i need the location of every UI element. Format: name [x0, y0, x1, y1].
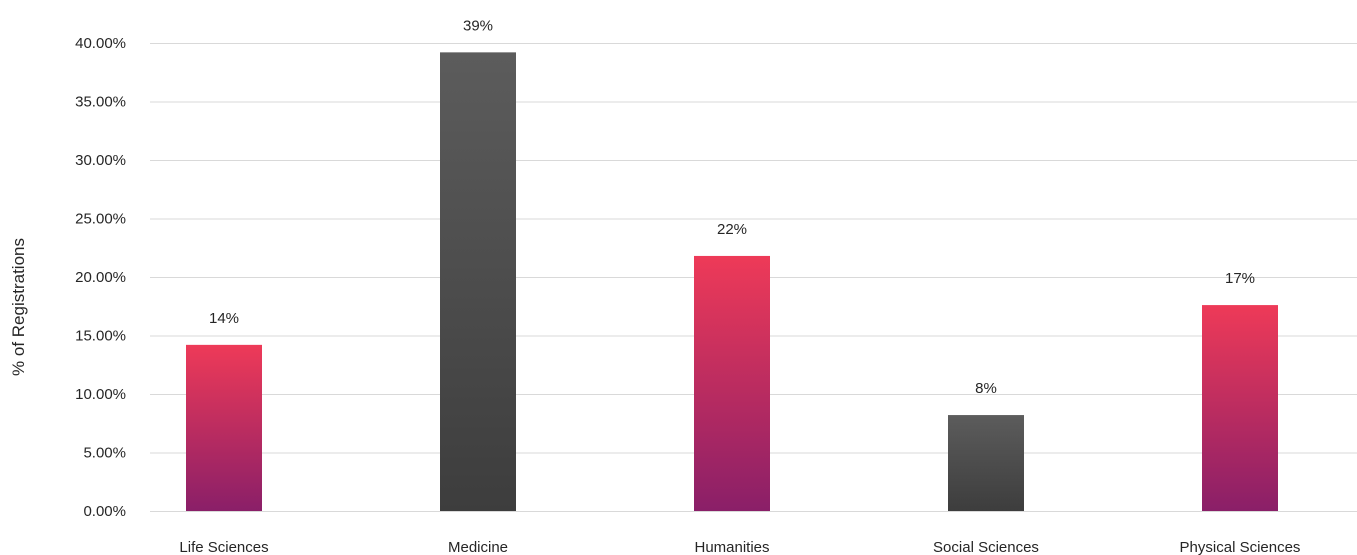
x-category-label: Humanities — [694, 539, 769, 555]
y-tick-label: 25.00% — [75, 211, 126, 228]
y-tick-label: 35.00% — [75, 94, 126, 111]
bar-humanities — [694, 255, 770, 511]
bar-medicine — [440, 52, 516, 512]
data-label: 17% — [1225, 270, 1255, 287]
y-tick-label: 20.00% — [75, 269, 126, 286]
bar-life-sciences — [186, 344, 262, 511]
bars — [186, 52, 1278, 512]
x-category-label: Social Sciences — [933, 539, 1039, 555]
data-label: 8% — [975, 380, 997, 397]
bar-social-sciences — [948, 415, 1024, 511]
data-label: 39% — [463, 17, 493, 34]
x-category-label: Physical Sciences — [1180, 539, 1301, 555]
y-tick-label: 15.00% — [75, 328, 126, 345]
y-tick-label: 5.00% — [83, 445, 126, 462]
y-tick-label: 40.00% — [75, 35, 126, 52]
x-axis-categories: Life Sciences Medicine Humanities Social Sc… — [179, 539, 1300, 555]
data-label: 14% — [209, 310, 239, 327]
y-axis-title: % of Registrations — [9, 238, 28, 376]
data-labels: 14% 39% 22% 8% 17% — [209, 17, 1255, 397]
y-tick-label: 30.00% — [75, 152, 126, 169]
y-axis-ticks: 0.00% 5.00% 10.00% 15.00% 20.00% 25.00% 30.00%… — [75, 35, 126, 520]
x-category-label: Medicine — [448, 539, 508, 555]
bar-physical-sciences — [1202, 305, 1278, 511]
data-label: 22% — [717, 221, 747, 238]
x-category-label: Life Sciences — [179, 539, 268, 555]
y-tick-label: 0.00% — [83, 503, 126, 520]
y-tick-label: 10.00% — [75, 386, 126, 403]
